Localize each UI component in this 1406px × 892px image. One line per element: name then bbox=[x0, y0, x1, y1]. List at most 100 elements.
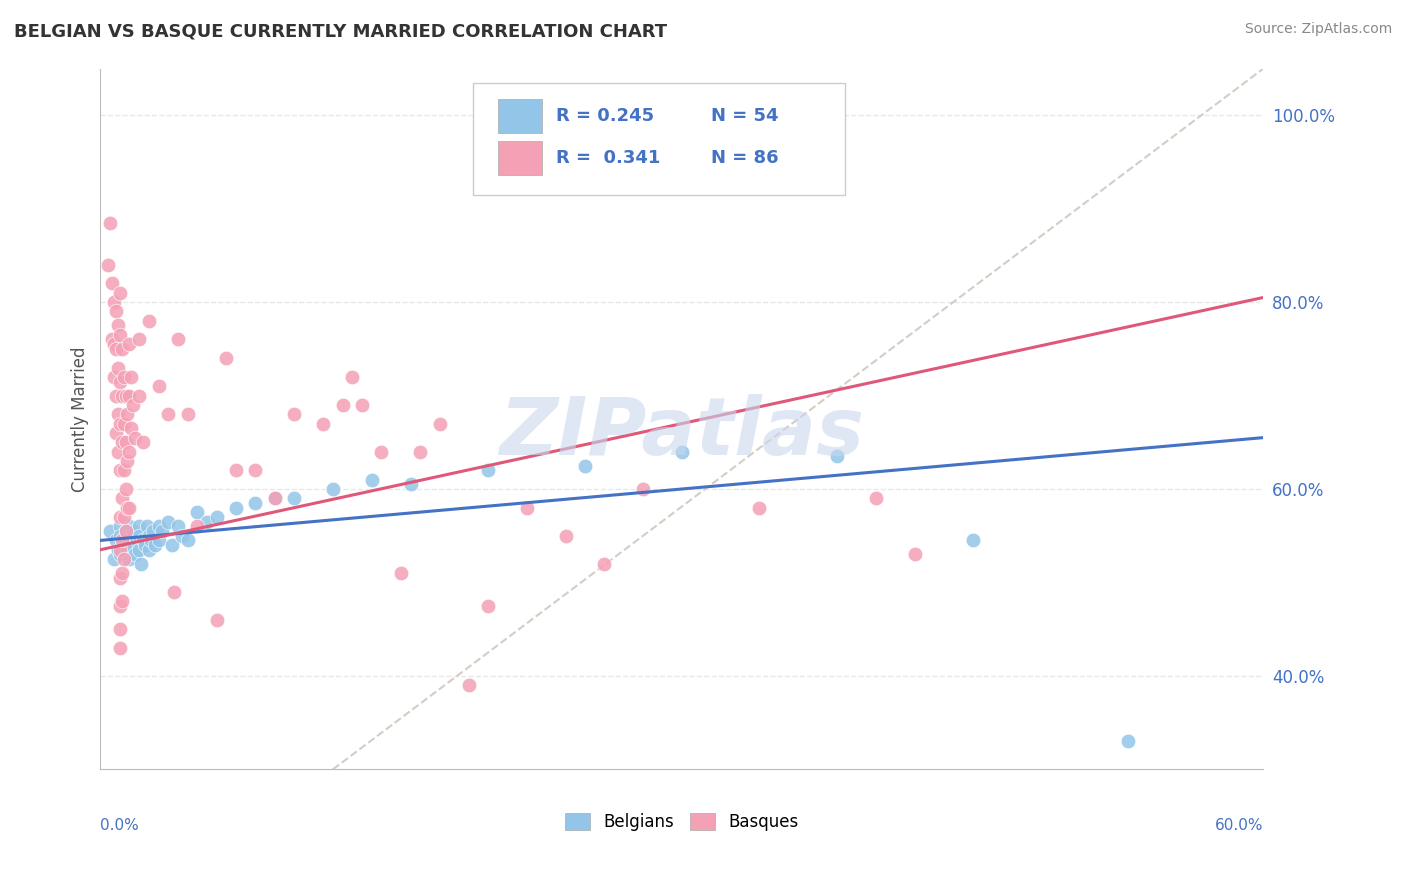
Point bbox=[399, 477, 422, 491]
Point bbox=[114, 524, 136, 538]
Point bbox=[132, 435, 155, 450]
Point bbox=[825, 450, 848, 464]
Point bbox=[108, 548, 131, 562]
Point bbox=[263, 491, 285, 506]
Point bbox=[160, 538, 183, 552]
Text: 60.0%: 60.0% bbox=[1215, 818, 1264, 833]
Point bbox=[111, 533, 134, 548]
Point bbox=[157, 515, 180, 529]
Point bbox=[107, 542, 129, 557]
FancyBboxPatch shape bbox=[472, 83, 845, 194]
Point bbox=[205, 613, 228, 627]
Text: 0.0%: 0.0% bbox=[100, 818, 139, 833]
Point bbox=[129, 557, 152, 571]
Point bbox=[111, 533, 134, 548]
Point bbox=[360, 473, 382, 487]
Point bbox=[167, 333, 190, 347]
Point bbox=[283, 407, 305, 421]
Point bbox=[118, 388, 141, 402]
Point bbox=[128, 333, 150, 347]
Point bbox=[477, 599, 499, 613]
Point bbox=[245, 496, 267, 510]
Point bbox=[127, 533, 149, 548]
Point bbox=[112, 463, 135, 477]
Point bbox=[157, 407, 180, 421]
Point bbox=[108, 417, 131, 431]
Point bbox=[111, 342, 134, 356]
Point bbox=[148, 379, 170, 393]
Point bbox=[117, 542, 139, 557]
Point bbox=[574, 458, 596, 473]
Point bbox=[118, 533, 141, 548]
Point bbox=[516, 500, 538, 515]
Point bbox=[457, 678, 479, 692]
Point bbox=[631, 482, 654, 496]
Point bbox=[128, 542, 150, 557]
Point bbox=[103, 295, 125, 310]
Point bbox=[111, 388, 134, 402]
Point bbox=[120, 421, 142, 435]
Point bbox=[122, 398, 145, 412]
Point bbox=[134, 538, 156, 552]
Point bbox=[108, 542, 131, 557]
Point bbox=[135, 519, 157, 533]
Point bbox=[389, 566, 412, 580]
Point bbox=[409, 444, 432, 458]
Text: Source: ZipAtlas.com: Source: ZipAtlas.com bbox=[1244, 22, 1392, 37]
Point bbox=[163, 584, 186, 599]
Point bbox=[112, 417, 135, 431]
Point bbox=[215, 351, 238, 366]
Point bbox=[104, 342, 127, 356]
Bar bbox=[498, 142, 543, 175]
Point bbox=[108, 510, 131, 524]
Y-axis label: Currently Married: Currently Married bbox=[72, 346, 89, 491]
Point bbox=[114, 524, 136, 538]
Point bbox=[429, 417, 451, 431]
Point bbox=[108, 571, 131, 585]
Point bbox=[108, 622, 131, 636]
Point bbox=[142, 524, 165, 538]
Point bbox=[128, 529, 150, 543]
Point bbox=[962, 533, 984, 548]
Point bbox=[322, 482, 344, 496]
Point bbox=[108, 375, 131, 389]
Point bbox=[104, 388, 127, 402]
Point bbox=[104, 533, 127, 548]
Point bbox=[167, 519, 190, 533]
Point bbox=[205, 510, 228, 524]
Point bbox=[138, 542, 160, 557]
Point bbox=[138, 529, 160, 543]
Point bbox=[117, 407, 139, 421]
Point bbox=[112, 370, 135, 384]
Point bbox=[118, 337, 141, 351]
Point bbox=[112, 552, 135, 566]
Point bbox=[107, 318, 129, 333]
Point bbox=[554, 529, 576, 543]
Text: N = 86: N = 86 bbox=[711, 149, 779, 167]
Point bbox=[107, 407, 129, 421]
Point bbox=[128, 519, 150, 533]
Point bbox=[118, 444, 141, 458]
Point bbox=[111, 435, 134, 450]
Point bbox=[477, 463, 499, 477]
Point bbox=[139, 533, 162, 548]
Point bbox=[117, 500, 139, 515]
Text: ZIPatlas: ZIPatlas bbox=[499, 394, 865, 472]
Point bbox=[143, 538, 166, 552]
Point bbox=[118, 552, 141, 566]
Point bbox=[245, 463, 267, 477]
Point bbox=[186, 505, 208, 519]
Point bbox=[865, 491, 887, 506]
Point bbox=[108, 327, 131, 342]
Point bbox=[118, 500, 141, 515]
Point bbox=[903, 548, 925, 562]
Point bbox=[176, 407, 198, 421]
Text: R =  0.341: R = 0.341 bbox=[557, 149, 661, 167]
Point bbox=[108, 640, 131, 655]
Point bbox=[111, 594, 134, 608]
Point bbox=[138, 314, 160, 328]
Bar bbox=[498, 99, 543, 133]
Point bbox=[101, 333, 124, 347]
Point bbox=[170, 529, 193, 543]
Point bbox=[124, 548, 146, 562]
